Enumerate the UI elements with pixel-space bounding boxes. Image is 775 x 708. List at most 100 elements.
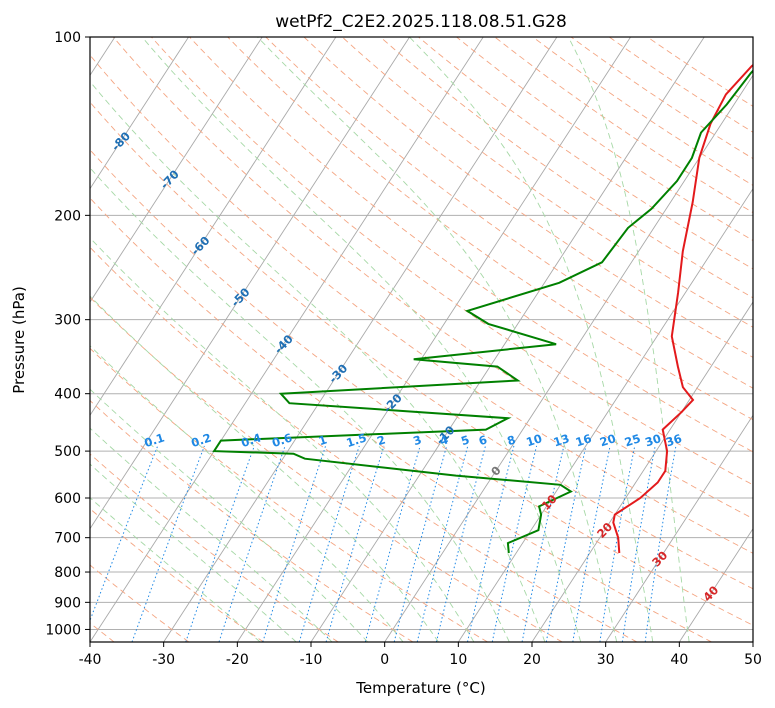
isotherm-line [163,37,558,642]
dry-adiabat-line [90,399,414,642]
mixing-ratio-label: 13 [552,431,572,449]
mixing-ratio-label: 1.5 [345,430,369,450]
x-tick-label: -40 [79,652,102,668]
moist-adiabat-line [90,427,333,642]
mixing-ratio-line [393,445,448,642]
mixing-ratio-line [416,445,469,642]
isotherm-line [384,74,753,642]
dry-adiabat-line [90,197,712,642]
mixing-ratio-line [218,445,286,642]
y-tick-label: 500 [54,444,81,460]
moist-adiabat-line [567,37,690,642]
y-tick-label: 200 [54,208,81,224]
mixing-ratio-label: 2 [375,432,387,448]
y-tick-label: 400 [54,387,81,403]
y-tick-label: 900 [54,595,81,611]
mixing-ratio-line [521,445,565,642]
moist-adiabat-line [141,37,582,642]
mixing-ratio-line [491,445,538,642]
moist-adiabat-line [90,167,510,642]
isotherm-line [90,37,189,190]
x-tick-label: 30 [597,652,615,668]
mixing-ratio-line [90,445,159,622]
dry-adiabat-line [90,101,753,590]
x-axis-label: Temperature (°C) [355,679,485,697]
chart-title: wetPf2_C2E2.2025.118.08.51.G28 [275,12,567,32]
isotherm-line [457,187,753,642]
mixing-ratio-line [545,445,587,642]
y-tick-label: 600 [54,491,81,507]
moist-adiabat-line [90,345,404,642]
isotherm-line [236,37,631,642]
mixing-ratio-line [262,445,327,642]
dewpoint-profile-line [212,69,753,554]
mixing-ratio-label: 1 [317,432,329,448]
dry-adiabat-line [265,37,753,389]
mixing-ratio-line [435,445,486,642]
isotherm-line [90,37,337,417]
plot-frame [89,36,754,643]
y-tick-label: 800 [54,565,81,581]
x-tick-label: -10 [300,652,323,668]
mixing-ratio-label: 20 [598,431,618,449]
mixing-ratio-label: 30 [643,431,663,449]
plot-series [212,63,753,554]
mixing-ratio-line [185,445,255,642]
dry-adiabat-line [303,37,753,358]
mixing-ratio-label: 5 [459,432,471,448]
dry-adiabat-line [90,246,638,642]
axis-ticks: -40 -30 -20 -10 0 10 20 30 40 5010020030040050060… [45,30,762,668]
dry-adiabat-line [341,37,753,328]
isotherm-line [90,37,263,303]
dry-adiabat-line [151,37,753,486]
plot-inline-labels: -100-90-80-70-60-50-40-30-20-10010203040… [90,78,721,604]
mixing-ratio-label: 10 [524,431,544,449]
x-tick-label: -30 [152,652,175,668]
plot-grid [90,37,753,642]
y-tick-label: 100 [54,30,81,46]
dry-adiabat-line [90,347,488,642]
mixing-ratio-label: 25 [623,431,643,449]
x-tick-label: 10 [449,652,467,668]
temperature-profile-line [612,63,753,554]
mixing-ratio-line [364,445,421,642]
mixing-ratio-line [599,445,636,642]
x-tick-label: 0 [380,652,389,668]
moist-adiabat-line [257,37,618,642]
isotherm-line [678,527,753,642]
moist-adiabat-line [90,237,475,642]
dry-adiabat-line [90,296,563,642]
y-axis-label: Pressure (hPa) [10,286,28,394]
y-tick-label: 300 [54,313,81,329]
x-tick-label: 40 [670,652,688,668]
mixing-ratio-line [467,445,515,642]
mixing-ratio-label: 0.6 [270,430,294,450]
mixing-ratio-label: 6 [477,432,489,448]
mixing-ratio-label: 0.1 [143,430,167,450]
mixing-ratio-line [325,445,385,642]
mixing-ratio-label: 3 [411,432,423,448]
moist-adiabat-line [90,295,439,642]
x-tick-label: 50 [744,652,762,668]
dry-adiabat-line [90,508,264,642]
y-tick-label: 1000 [45,622,81,638]
mixing-ratio-label: 0.4 [239,431,263,451]
y-tick-label: 700 [54,531,81,547]
moist-adiabat-line [90,497,261,642]
mixing-ratio-label: 16 [574,431,594,449]
mixing-ratio-line [131,445,205,642]
isotherm-line [90,37,484,642]
moist-adiabat-line [90,80,546,642]
dry-adiabat-line [112,37,753,520]
x-tick-label: 20 [523,652,541,668]
mixing-ratio-label: 36 [664,431,684,449]
dry-adiabat-line [90,149,753,626]
isotherm-line [90,37,410,530]
mixing-ratio-line [644,445,677,642]
isotherm-line [531,301,753,642]
moist-adiabat-line [90,463,297,642]
mixing-ratio-line [572,445,611,642]
x-tick-label: -20 [226,652,249,668]
mixing-ratio-label: 8 [505,432,517,448]
